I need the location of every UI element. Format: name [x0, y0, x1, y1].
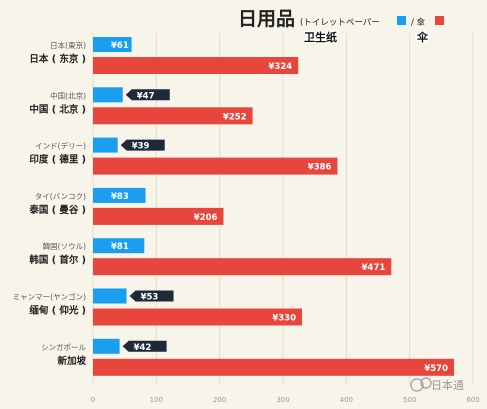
x-axis-ticks: 0 100 200 300 400 500 600: [91, 396, 480, 404]
bar-toilet-paper: [93, 238, 145, 254]
bar-value-umbrella: ¥471: [362, 263, 386, 273]
legend-swatch-toilet: [397, 16, 406, 25]
category-label-zh: 新加坡: [57, 355, 86, 367]
x-tick-label: 300: [276, 396, 289, 404]
category-label-zh: 韩国 ( 首尔 ): [29, 254, 86, 266]
bar-value-toilet-paper: ¥47: [137, 91, 155, 101]
bar-umbrella: [93, 207, 224, 225]
wechat-icon-bubble: [420, 377, 432, 389]
bar-toilet-paper: [93, 288, 127, 304]
bar-value-tag: [120, 139, 165, 151]
bar-value-toilet-paper: ¥61: [111, 41, 129, 51]
bar-value-toilet-paper: ¥83: [111, 192, 129, 202]
x-tick-label: 400: [340, 396, 353, 404]
bar-value-umbrella: ¥252: [223, 112, 247, 122]
bar-toilet-paper: [93, 37, 132, 52]
bar-toilet-paper: [93, 137, 118, 153]
zh-label-toilet: 卫生纸: [304, 30, 337, 44]
bar-value-toilet-paper: ¥42: [134, 343, 152, 353]
category-label-zh: 印度 ( 德里 ): [29, 154, 86, 166]
legend-umbrella-label: / 傘: [411, 17, 426, 28]
bar-value-umbrella: ¥206: [194, 213, 218, 223]
category-label-ja: インド(デリー): [35, 141, 86, 151]
bar-value-toilet-paper: ¥81: [111, 242, 129, 252]
x-tick-label: 0: [91, 396, 95, 404]
category-label-ja: ミャンマー(ヤンゴン): [13, 292, 86, 302]
bar-umbrella: [93, 157, 338, 175]
bar-value-toilet-paper: ¥39: [132, 142, 150, 152]
category-label-ja: 韓国(ソウル): [43, 241, 86, 251]
chart-subtitle: (トイレットペーパー: [300, 18, 380, 28]
category-label-ja: 日本(東京): [50, 40, 86, 50]
category-labels: 日本(東京) 日本 ( 东京 ) 中国(北京) 中国 ( 北京 ) インド(デリー) 印度…: [13, 40, 87, 367]
bar-value-tag: [129, 290, 174, 302]
bar-value-umbrella: ¥386: [308, 163, 332, 173]
wechat-icon: [410, 378, 424, 392]
bar-value-tag: [122, 340, 167, 352]
bar-toilet-paper: [93, 338, 120, 354]
category-label-zh: 泰国 ( 曼谷 ): [28, 204, 86, 216]
category-label-zh: 中国 ( 北京 ): [29, 103, 86, 115]
bar-value-umbrella: ¥324: [269, 62, 293, 72]
category-label-zh: 缅甸 ( 仰光 ): [29, 305, 86, 317]
x-tick-label: 200: [213, 396, 226, 404]
bar-umbrella: [93, 358, 454, 376]
zh-label-umbrella: 伞: [416, 30, 429, 44]
category-label-ja: 中国(北京): [50, 90, 86, 100]
watermark: 日本通: [410, 377, 464, 392]
bar-umbrella: [93, 258, 392, 276]
bar-value-toilet-paper: ¥53: [141, 293, 159, 303]
bars-area: ¥61 ¥324 ¥47 ¥252 ¥39 ¥386 ¥83 ¥206 ¥81 ¥471 ¥53 ¥3…: [93, 37, 454, 376]
bar-value-umbrella: ¥570: [424, 364, 448, 374]
x-tick-label: 100: [150, 396, 163, 404]
x-tick-label: 600: [466, 396, 479, 404]
bar-umbrella: [93, 308, 302, 326]
category-label-ja: タイ(バンコク): [35, 192, 86, 201]
bar-toilet-paper: [93, 87, 123, 103]
bar-value-umbrella: ¥330: [272, 314, 296, 324]
chart-title: 日用品: [238, 8, 295, 30]
bar-toilet-paper: [93, 187, 146, 203]
bar-umbrella: [93, 57, 299, 74]
legend-swatch-umbrella: [435, 16, 444, 25]
x-tick-label: 500: [403, 396, 416, 404]
watermark-text: 日本通: [431, 378, 464, 392]
category-label-zh: 日本 ( 东京 ): [29, 53, 86, 65]
bar-umbrella: [93, 107, 253, 125]
bar-value-tag: [125, 89, 170, 101]
category-label-ja: シンガポール: [41, 342, 86, 352]
